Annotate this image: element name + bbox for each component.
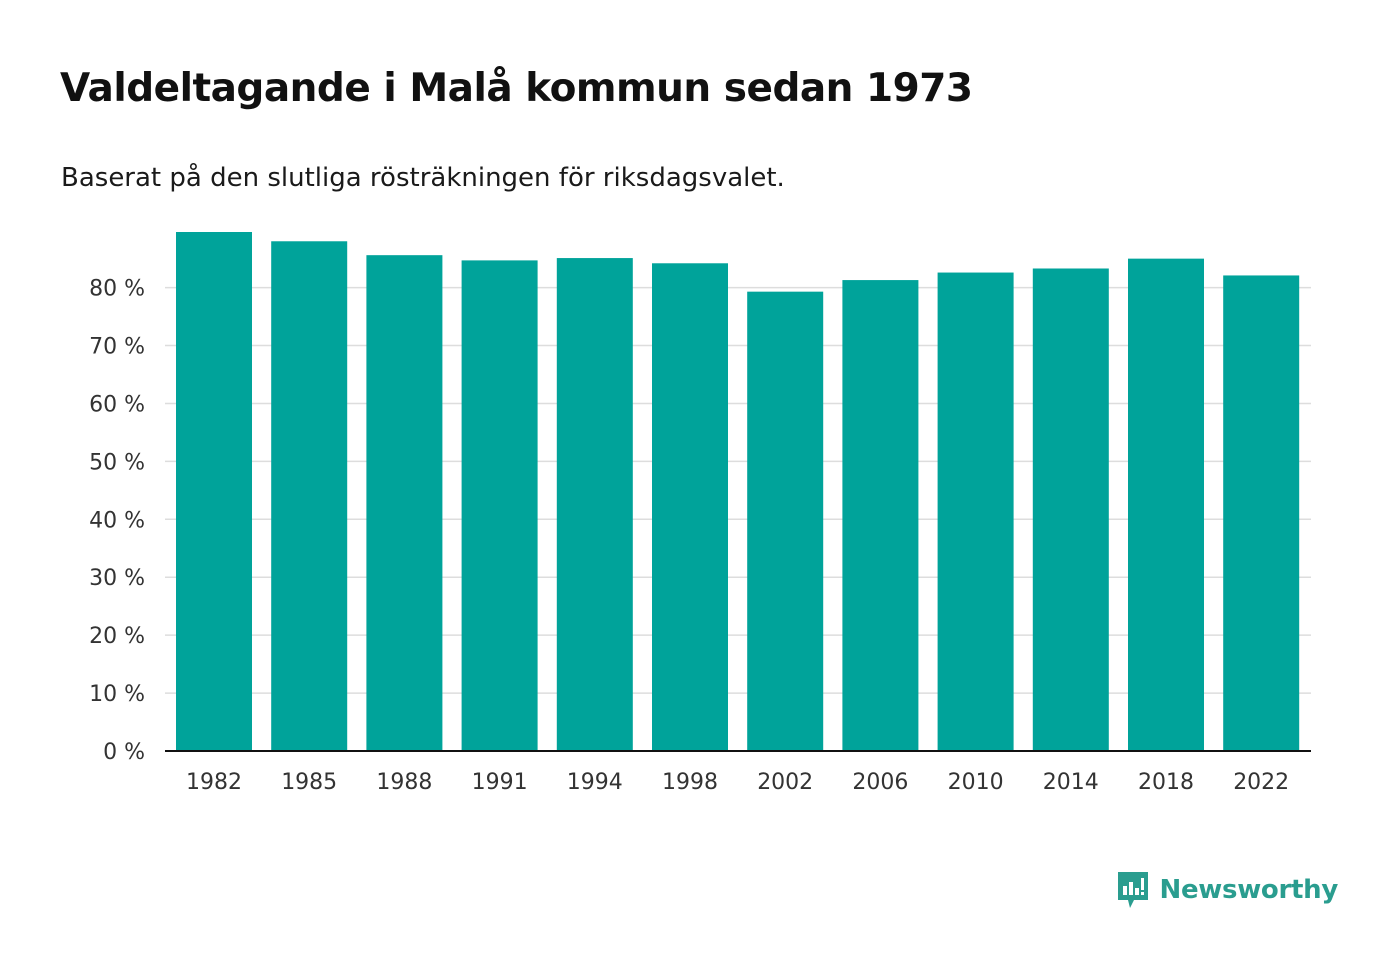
- bar-1994[interactable]: [556, 258, 633, 751]
- y-tick-label: 70 %: [89, 335, 145, 360]
- bar-1988[interactable]: [366, 255, 443, 751]
- bars: [176, 232, 1300, 751]
- x-tick-label-1988: 1988: [376, 770, 432, 795]
- bar-2006[interactable]: [842, 280, 919, 751]
- bar-2022[interactable]: [1223, 275, 1300, 751]
- x-tick-label-1998: 1998: [662, 770, 718, 795]
- x-tick-label-1994: 1994: [567, 770, 623, 795]
- brand-name: Newsworthy: [1159, 875, 1339, 905]
- x-tick-label-1985: 1985: [281, 770, 337, 795]
- bar-2018[interactable]: [1128, 258, 1204, 751]
- x-tick-label-2022: 2022: [1233, 770, 1289, 795]
- y-tick-label: 50 %: [89, 450, 145, 475]
- x-tick-label-2010: 2010: [948, 770, 1004, 795]
- y-axis-ticks: 0 % 10 % 20 % 30 % 40 % 50 % 60 % 70 % 80 %: [89, 277, 145, 765]
- bar-2014[interactable]: [1032, 268, 1109, 751]
- y-tick-label: 20 %: [89, 624, 145, 649]
- y-tick-label: 0 %: [103, 740, 145, 765]
- x-tick-label-2006: 2006: [852, 770, 908, 795]
- y-tick-label: 80 %: [89, 277, 145, 302]
- chart-subtitle: Baserat på den slutliga rösträkningen fö…: [61, 163, 785, 193]
- brand[interactable]: Newsworthy: [1116, 870, 1338, 910]
- y-tick-label: 10 %: [89, 682, 145, 707]
- gridlines: [165, 286, 1311, 694]
- x-tick-label-2014: 2014: [1043, 770, 1099, 795]
- bar-1985[interactable]: [271, 241, 348, 751]
- y-tick-label: 40 %: [89, 508, 145, 533]
- x-tick-label-2018: 2018: [1138, 770, 1194, 795]
- y-tick-label: 60 %: [89, 392, 145, 417]
- bar-1998[interactable]: [652, 263, 728, 751]
- x-axis-ticks: 1982 1985 1988 1991 1994 1998 2002 2006 2010 2014…: [186, 770, 1289, 795]
- y-tick-label: 30 %: [89, 566, 145, 591]
- bar-2010[interactable]: [937, 272, 1014, 751]
- x-tick-label-2002: 2002: [757, 770, 813, 795]
- bar-2002[interactable]: [747, 291, 824, 751]
- bar-1982[interactable]: [176, 232, 252, 751]
- chart-title: Valdeltagande i Malå kommun sedan 1973: [60, 66, 973, 111]
- x-tick-label-1982: 1982: [186, 770, 242, 795]
- bar-1991[interactable]: [461, 260, 538, 751]
- x-tick-label-1991: 1991: [472, 770, 528, 795]
- newsworthy-logo-icon: [1117, 872, 1148, 908]
